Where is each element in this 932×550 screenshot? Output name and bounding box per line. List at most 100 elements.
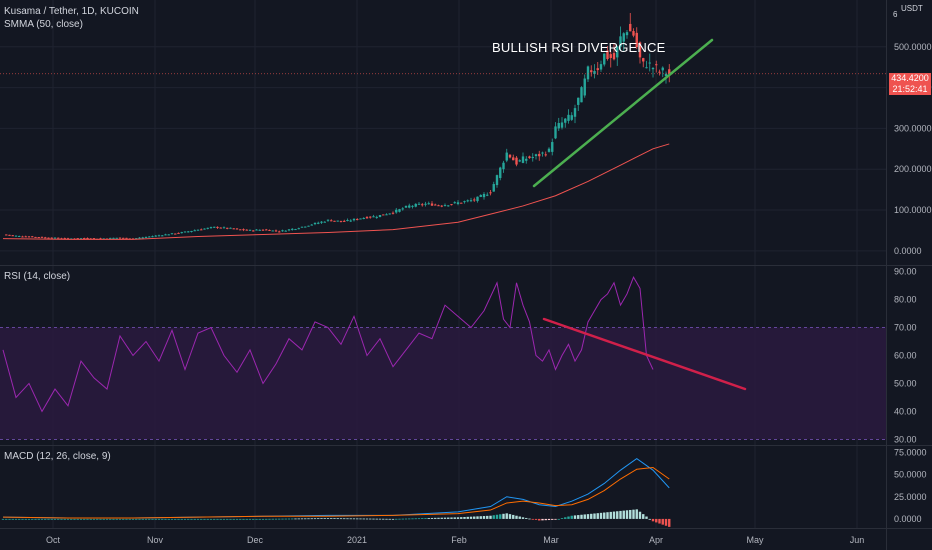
macd-hist-bar	[76, 518, 79, 520]
candle-body	[112, 237, 115, 239]
bar-countdown: 21:52:41	[892, 84, 928, 94]
candle-body	[291, 228, 294, 230]
candle-body	[443, 205, 447, 207]
macd-hist-bar	[648, 518, 651, 520]
macd-hist-bar	[391, 518, 395, 520]
macd-hist-bar	[27, 518, 31, 520]
macd-hist-bar	[258, 518, 261, 520]
candle-body	[596, 68, 599, 71]
candle-body	[473, 199, 476, 201]
macd-hist-bar	[434, 517, 437, 519]
divergence-annotation: BULLISH RSI DIVERGENCE	[492, 40, 666, 55]
macd-hist-bar	[213, 518, 216, 520]
candle-body	[440, 205, 443, 207]
candle-body	[135, 238, 138, 240]
macd-hist-bar	[629, 509, 632, 519]
macd-hist-bar	[141, 518, 144, 520]
candle-body	[456, 202, 460, 205]
candle-body	[76, 238, 79, 240]
y-axis-labels: 500.0000400.0000300.0000200.0000100.0000…	[894, 42, 932, 524]
candle-body	[453, 202, 456, 204]
rsi-tick-label: 90.00	[894, 267, 917, 277]
macd-hist-bar	[658, 518, 661, 524]
price-tick-label: 0.0000	[894, 246, 922, 256]
macd-hist-bar	[505, 513, 508, 519]
rsi-band	[0, 327, 886, 440]
candle-body	[417, 203, 421, 205]
candle-body	[593, 70, 596, 75]
macd-hist-bar	[482, 516, 486, 519]
macd-hist-bar	[118, 518, 122, 520]
macd-hist-bar	[655, 518, 658, 523]
candle-body	[99, 238, 102, 240]
candle-body	[167, 234, 170, 236]
candle-body	[174, 233, 177, 235]
candle-body	[505, 152, 508, 161]
macd-hist-bar	[365, 518, 369, 520]
macd-hist-bar	[300, 518, 304, 520]
candle-body	[408, 205, 411, 208]
candle-body	[190, 230, 193, 232]
macd-hist-bar	[463, 516, 466, 519]
candle-body	[365, 216, 369, 219]
candle-body	[44, 237, 47, 239]
candle-body	[382, 214, 385, 216]
macd-hist-bar	[495, 514, 499, 519]
macd-hist-bar	[11, 518, 14, 520]
macd-hist-bar	[339, 518, 343, 520]
candle-body	[551, 142, 554, 152]
macd-hist-bar	[398, 518, 401, 520]
macd-hist-bar	[167, 518, 170, 520]
candle-body	[92, 238, 96, 240]
macd-hist-bar	[664, 518, 668, 526]
price-tick-label: 500.0000	[894, 42, 932, 52]
candle-body	[346, 219, 349, 222]
candle-body	[193, 230, 196, 232]
candle-body	[235, 228, 239, 230]
x-tick-label: Dec	[247, 535, 264, 545]
macd-hist-bar	[453, 517, 456, 519]
candle-body	[434, 204, 437, 206]
candle-body	[229, 227, 232, 229]
candle-body	[375, 216, 378, 218]
macd-hist-bar	[645, 516, 648, 519]
macd-hist-bar	[499, 514, 502, 519]
candle-body	[323, 221, 326, 223]
candle-body	[534, 154, 538, 157]
macd-hist-bar	[261, 518, 265, 520]
macd-hist-bar	[196, 518, 200, 520]
candle-body	[606, 50, 609, 59]
candle-body	[512, 157, 515, 161]
macd-hist-bar	[317, 518, 320, 520]
candle-body	[239, 229, 242, 231]
macd-hist-bar	[151, 518, 154, 520]
candle-body	[479, 195, 482, 197]
macd-hist-bar	[531, 518, 534, 520]
macd-hist-bar	[417, 518, 421, 520]
candle-body	[502, 162, 505, 170]
macd-hist-bar	[424, 518, 427, 519]
candle-body	[333, 220, 336, 222]
macd-hist-bar	[66, 518, 70, 520]
macd-hist-bar	[18, 518, 21, 520]
macd-hist-bar	[239, 518, 242, 520]
symbol-title: Kusama / Tether, 1D, KUCOIN	[4, 6, 139, 17]
macd-hist-bar	[50, 518, 53, 520]
candle-body	[304, 226, 307, 228]
macd-hist-bar	[284, 518, 287, 520]
candle-body	[411, 205, 414, 207]
candle-body	[388, 213, 391, 215]
candle-body	[79, 238, 83, 240]
candle-body	[86, 238, 89, 240]
trend-drawings[interactable]	[532, 38, 747, 391]
candle-body	[544, 154, 547, 156]
candle-body	[655, 64, 658, 66]
macd-hist-bar	[73, 518, 76, 520]
macd-hist-bar	[577, 515, 580, 519]
macd-hist-bar	[278, 518, 281, 520]
candle-body	[385, 214, 388, 216]
currency-label: USDT	[901, 4, 923, 13]
candle-body	[274, 230, 278, 232]
candle-body	[560, 122, 564, 128]
